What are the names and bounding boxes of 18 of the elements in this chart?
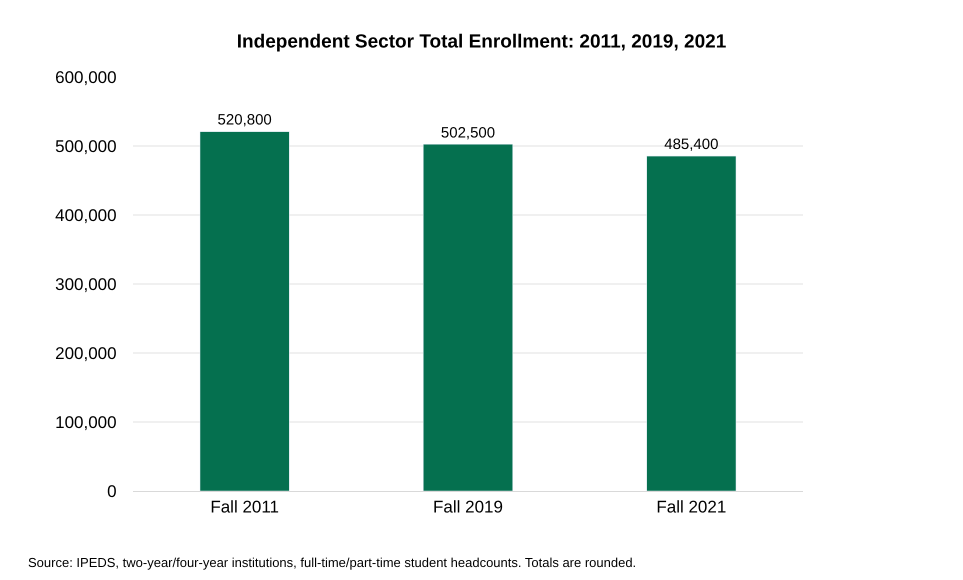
data-label: 520,800 <box>218 112 272 129</box>
x-tick-label: Fall 2021 <box>656 497 726 516</box>
y-tick-label: 0 <box>107 482 117 501</box>
bar <box>646 156 736 491</box>
y-tick-label: 500,000 <box>55 136 117 156</box>
y-tick-label: 600,000 <box>55 68 117 87</box>
y-tick-label: 200,000 <box>55 344 117 363</box>
x-tick-label: Fall 2019 <box>433 497 503 516</box>
bar <box>423 144 513 491</box>
bar <box>200 131 290 491</box>
y-tick-label: 400,000 <box>55 206 117 225</box>
x-tick-label: Fall 2011 <box>210 497 280 516</box>
data-label: 502,500 <box>440 124 496 142</box>
chart-title: Independent Sector Total Enrollment: 2011, 2019, 2021 <box>236 31 727 52</box>
source-note: Source: IPEDS, two-year/four-year institutions, full-time/part-time student headcounts. Totals are rounded. <box>28 555 636 570</box>
y-tick-label: 300,000 <box>55 274 117 294</box>
data-label: 485,400 <box>664 136 718 154</box>
y-tick-label: 100,000 <box>55 412 117 432</box>
